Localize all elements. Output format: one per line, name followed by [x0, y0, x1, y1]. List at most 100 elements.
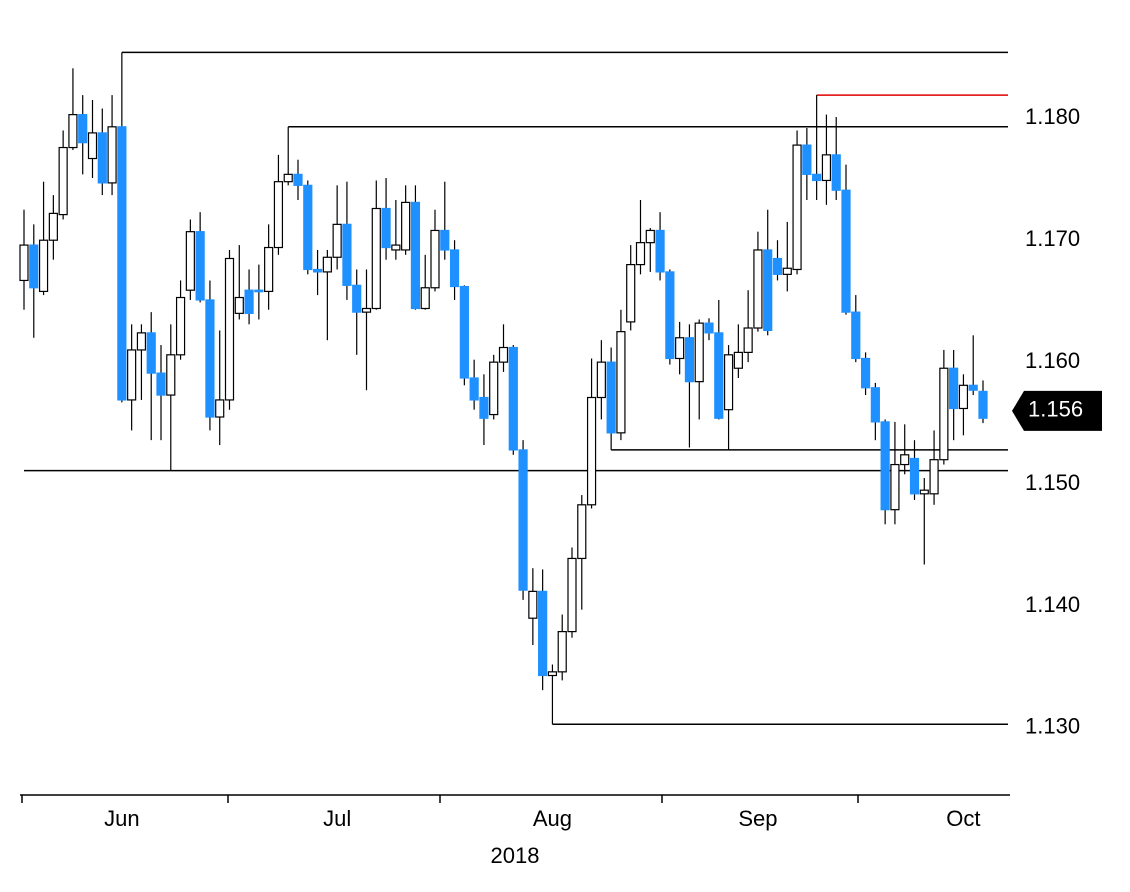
- candle-body: [410, 201, 421, 310]
- candle-body: [821, 154, 832, 182]
- candle-body: [87, 132, 98, 160]
- candle-body: [723, 354, 734, 411]
- candle-body: [489, 361, 499, 416]
- candle-body: [596, 361, 606, 399]
- y-tick-label: 1.130: [1025, 714, 1080, 739]
- candle-body: [567, 557, 577, 633]
- candle-body: [175, 296, 186, 356]
- candle-body: [166, 354, 176, 396]
- candle-body: [479, 396, 489, 419]
- candle-body: [860, 357, 871, 389]
- candle-body: [880, 421, 890, 511]
- candle-body: [949, 367, 959, 410]
- candle-body: [782, 267, 792, 275]
- candle-body: [743, 327, 753, 353]
- candle-body: [146, 332, 156, 374]
- candle-body: [440, 229, 450, 251]
- candle-body: [919, 489, 929, 495]
- candle-body: [694, 322, 704, 383]
- candle-body: [254, 289, 264, 293]
- candle-body: [322, 256, 332, 273]
- candle-body: [38, 239, 49, 293]
- candle-body: [185, 231, 195, 291]
- candle-body: [577, 504, 587, 560]
- candle-body: [312, 268, 323, 273]
- candle-body: [939, 367, 949, 461]
- candle-body: [538, 590, 548, 677]
- candle-body: [890, 463, 900, 511]
- candle-body: [684, 337, 695, 383]
- candle-body: [391, 244, 401, 251]
- candle-body: [205, 299, 215, 418]
- candle-body: [870, 387, 880, 423]
- candle-body: [97, 132, 107, 184]
- candle-body: [733, 351, 743, 369]
- candle-body: [900, 454, 910, 466]
- candle-body: [234, 296, 244, 314]
- candle-body: [645, 229, 655, 244]
- y-tick-label: 1.150: [1025, 470, 1080, 495]
- candle-body: [655, 229, 665, 273]
- candle-body: [635, 242, 646, 266]
- candle-body: [361, 307, 372, 313]
- candle-body: [841, 189, 851, 313]
- candle-body: [802, 144, 812, 175]
- x-tick-label: Aug: [533, 806, 572, 831]
- candle-body: [58, 146, 68, 216]
- candle-body: [665, 271, 675, 360]
- x-tick-label: Sep: [738, 806, 777, 831]
- candle-body: [508, 346, 518, 451]
- candle-body: [675, 337, 685, 360]
- candle-body: [48, 212, 58, 241]
- candle-body: [469, 377, 479, 401]
- candle-body: [136, 332, 147, 351]
- y-tick-label: 1.180: [1025, 104, 1080, 129]
- last-price-tag: [1012, 390, 1102, 431]
- candle-body: [449, 249, 460, 288]
- candle-body: [772, 257, 783, 275]
- candle-body: [117, 126, 127, 401]
- candle-body: [968, 384, 978, 391]
- candle-body: [518, 449, 528, 591]
- candle-body: [831, 154, 841, 191]
- candle-body: [68, 114, 78, 149]
- last-price-label: 1.156: [1028, 397, 1083, 422]
- candle-body: [557, 631, 567, 673]
- candle-body: [332, 223, 342, 258]
- y-tick-label: 1.140: [1025, 592, 1080, 617]
- candle-body: [792, 144, 802, 271]
- y-tick-label: 1.170: [1025, 226, 1080, 251]
- candle-body: [753, 249, 763, 329]
- candle-body: [851, 311, 861, 360]
- candle-body: [352, 284, 362, 313]
- candle-body: [420, 287, 430, 310]
- candle-body: [626, 263, 636, 323]
- candle-body: [812, 173, 822, 182]
- candle-body: [704, 322, 714, 334]
- candle-body: [528, 590, 538, 619]
- candle-body: [224, 257, 235, 401]
- candle-body: [714, 332, 724, 419]
- candle-body: [244, 289, 254, 314]
- candle-body: [929, 459, 939, 495]
- candle-body: [303, 184, 313, 271]
- month-ticks: [21, 795, 859, 803]
- candle-body: [215, 399, 225, 418]
- candle-body: [459, 285, 469, 379]
- candle-body: [29, 244, 39, 289]
- candle-body: [293, 173, 303, 186]
- candle-body: [283, 173, 293, 183]
- candle-body: [909, 457, 920, 495]
- candle-body: [371, 207, 381, 310]
- x-tick-label: Oct: [946, 806, 980, 831]
- candle-body: [978, 390, 988, 419]
- candle-body: [547, 671, 558, 677]
- candle-body: [264, 246, 274, 293]
- candle-body: [430, 229, 440, 289]
- candle-body: [498, 346, 509, 363]
- candle-body: [273, 181, 284, 249]
- candle-body: [958, 384, 969, 410]
- candle-body: [107, 126, 117, 184]
- candle-body: [381, 207, 391, 249]
